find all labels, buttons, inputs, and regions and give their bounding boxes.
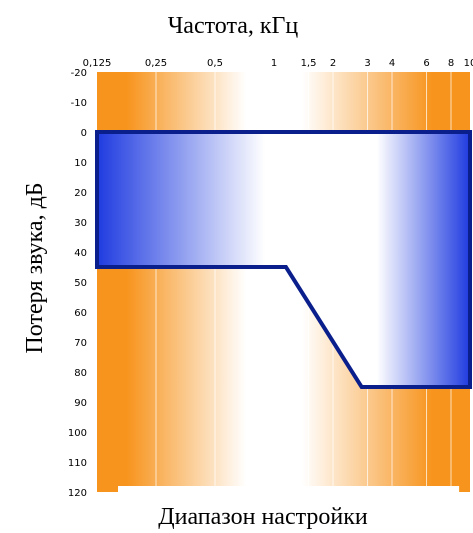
x-tick-label: 0,25 [145, 58, 167, 69]
y-tick-label: 90 [74, 398, 87, 409]
y-tick-label: 50 [74, 278, 87, 289]
y-tick-label: 120 [68, 488, 87, 499]
y-tick-label: 0 [81, 128, 87, 139]
y-tick-label: -10 [71, 98, 87, 109]
chart-caption: Диапазон настройки [158, 504, 368, 530]
y-tick-label: 80 [74, 368, 87, 379]
x-tick-label: 8 [448, 58, 454, 69]
x-tick-labels: 0,125 0,25 0,5 1 1,5 2 3 4 6 8 10 [83, 58, 473, 69]
y-tick-label: 100 [68, 428, 87, 439]
x-tick-label: 4 [389, 58, 395, 69]
x-tick-label: 2 [330, 58, 336, 69]
x-tick-label: 0,5 [207, 58, 223, 69]
y-tick-labels: -20 -10 0 10 20 30 40 50 60 70 80 90 100 110 120 [68, 68, 87, 499]
y-tick-label: -20 [71, 68, 87, 79]
x-tick-label: 6 [423, 58, 429, 69]
y-tick-label: 70 [74, 338, 87, 349]
y-tick-label: 40 [74, 248, 87, 259]
y-axis-title: Потеря звука, дБ [22, 182, 48, 353]
y-tick-label: 10 [74, 158, 87, 169]
y-tick-label: 20 [74, 188, 87, 199]
y-tick-label: 30 [74, 218, 87, 229]
fitting-range-area [97, 132, 470, 387]
y-tick-label: 110 [68, 458, 87, 469]
x-tick-label: 3 [364, 58, 370, 69]
y-tick-label: 60 [74, 308, 87, 319]
plot-bottom-blank [118, 486, 460, 495]
x-tick-label: 1 [271, 58, 277, 69]
x-tick-label: 1,5 [301, 58, 317, 69]
x-tick-label: 10 [464, 58, 473, 69]
x-tick-label: 0,125 [83, 58, 112, 69]
fitting-range-outline [95, 130, 472, 389]
x-axis-title: Частота, кГц [168, 13, 299, 39]
